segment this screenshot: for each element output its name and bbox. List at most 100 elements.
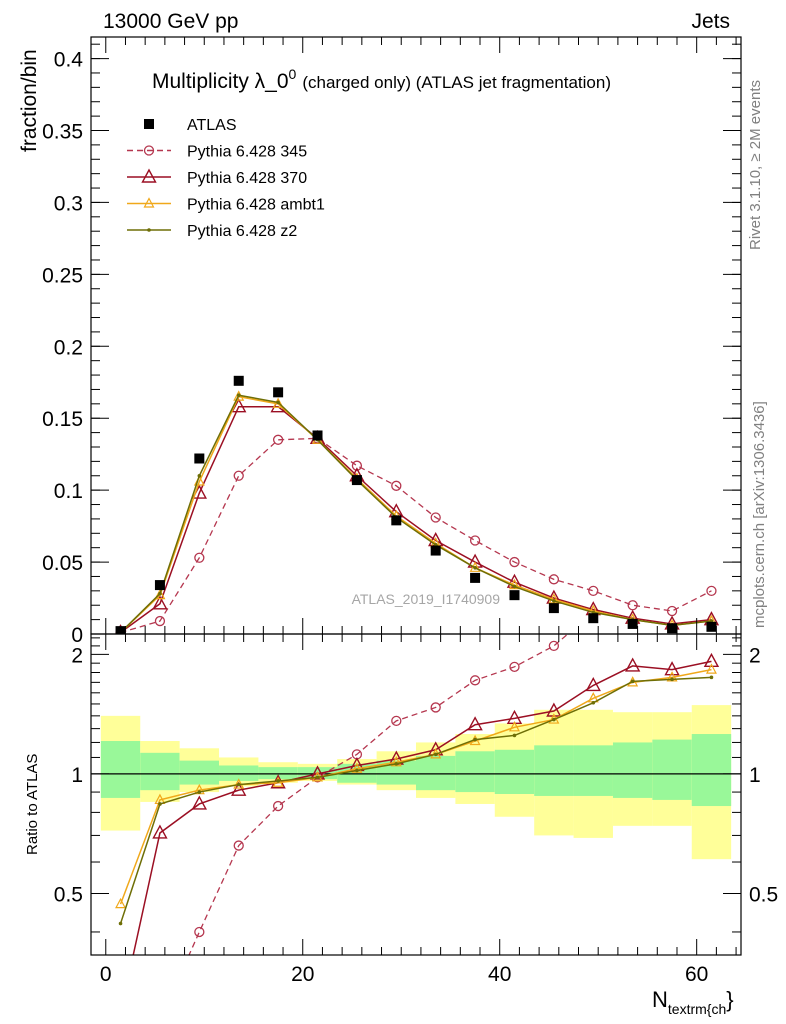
ratio-series-z2 — [118, 675, 714, 926]
data-point-p370 — [231, 398, 247, 413]
legend-label-ambt1: Pythia 6.428 ambt1 — [187, 197, 325, 214]
inner-band-bin — [219, 765, 259, 781]
data-point-z2 — [236, 393, 241, 398]
ratio-y-tick-label: 1 — [71, 764, 83, 787]
main-line-z2 — [120, 394, 712, 634]
ratio-point-p370 — [585, 676, 601, 692]
main-y-tick-label: 0.3 — [54, 192, 83, 215]
legend-marker-atlas — [144, 119, 154, 129]
main-y-tick-label: 0.25 — [42, 264, 83, 287]
ratio-y-tick-label-right: 2 — [749, 644, 761, 667]
ratio-point-z2 — [473, 737, 477, 742]
ratio-point-p345 — [155, 1016, 164, 1024]
ratio-point-z2 — [591, 701, 596, 705]
inner-band-bin — [691, 734, 732, 807]
ratio-y-tick-label: 0.5 — [54, 883, 83, 906]
uncertainty-bands — [100, 705, 732, 860]
ratio-point-z2 — [355, 768, 359, 773]
legend-entry-z2: Pythia 6.428 z2 — [127, 223, 297, 240]
ratio-series-group — [115, 548, 720, 1024]
data-point-p345 — [194, 552, 205, 563]
ratio-point-p370 — [664, 661, 680, 676]
inner-band-bin — [612, 742, 653, 798]
y-axis-label-main: fraction/bin — [18, 49, 41, 152]
data-point-atlas — [667, 623, 678, 634]
ratio-point-p345 — [194, 926, 205, 938]
legend-marker-ambt1 — [143, 197, 155, 208]
inner-band-bin — [416, 755, 456, 791]
legend-label-p345: Pythia 6.428 345 — [187, 144, 307, 161]
ratio-panel-frame — [90, 633, 742, 956]
category-label: Jets — [691, 10, 730, 33]
data-point-p345 — [588, 585, 599, 596]
legend-marker-z2 — [147, 228, 151, 232]
ratio-y-tick-label-right: 0.5 — [749, 883, 778, 906]
ratio-point-p345 — [469, 675, 481, 686]
ratio-point-ambt1 — [351, 762, 363, 773]
ratio-line-z2 — [119, 676, 712, 924]
ratio-y-tick-label-right: 1 — [749, 764, 761, 787]
data-point-p345 — [548, 574, 560, 585]
data-point-ambt1 — [154, 588, 166, 600]
chart-title: Multiplicity λ_00 (charged only) (ATLAS j… — [152, 66, 611, 93]
data-point-p345 — [509, 556, 520, 568]
data-point-atlas — [706, 621, 717, 632]
main-line-p370 — [120, 405, 712, 634]
chart-title-superscript: 0 — [289, 66, 297, 82]
ratio-point-p345 — [391, 715, 402, 726]
data-point-ambt1 — [272, 397, 284, 408]
data-point-atlas — [194, 453, 205, 464]
main-series-group — [115, 375, 720, 634]
data-point-atlas — [430, 545, 441, 556]
ratio-point-ambt1 — [390, 755, 402, 767]
ratio-point-z2 — [158, 802, 162, 806]
main-series-atlas — [115, 375, 717, 634]
data-point-atlas — [470, 572, 481, 583]
x-tick-label: 20 — [291, 963, 314, 986]
ratio-point-ambt1 — [272, 776, 284, 787]
ratio-point-ambt1 — [705, 663, 717, 674]
ratio-point-p370 — [467, 716, 483, 731]
ratio-point-z2 — [315, 775, 320, 780]
main-y-tick-label: 0.05 — [42, 552, 83, 575]
main-y-tick-label: 0.4 — [54, 49, 84, 72]
y-axis-label-ratio: Ratio to ATLAS — [24, 754, 41, 855]
main-y-tick-label: 0 — [71, 624, 83, 647]
ratio-point-p345 — [548, 640, 560, 652]
data-point-atlas — [627, 618, 638, 629]
data-point-p345 — [469, 535, 481, 546]
data-point-atlas — [548, 603, 559, 614]
data-point-atlas — [273, 387, 284, 398]
rivet-version-label: Rivet 3.1.10, ≥ 2M events — [747, 80, 764, 250]
data-point-z2 — [512, 584, 517, 589]
x-axis-label-brace: } — [726, 987, 733, 1012]
data-point-atlas — [154, 580, 165, 591]
ratio-line-p345 — [188, 634, 569, 955]
data-point-atlas — [391, 515, 402, 526]
data-point-p345 — [154, 615, 166, 627]
ratio-point-ambt1 — [115, 897, 127, 909]
inner-band-bin — [140, 752, 180, 791]
data-point-ambt1 — [548, 593, 560, 604]
data-point-z2 — [197, 473, 202, 478]
ratio-line-p370 — [132, 660, 712, 955]
legend-label-p370: Pythia 6.428 370 — [187, 170, 307, 187]
x-tick-label: 40 — [488, 963, 511, 986]
chart-title-main: Multiplicity λ_0 — [152, 70, 289, 93]
legend-marker-p345 — [143, 145, 155, 156]
ratio-point-z2 — [709, 675, 714, 680]
legend: ATLAS Pythia 6.428 345 Pythia 6.428 370 Pyt… — [127, 117, 325, 240]
energy-label: 13000 GeV pp — [103, 10, 238, 33]
ratio-point-p345 — [233, 840, 244, 851]
ratio-point-p370 — [191, 795, 208, 810]
main-y-tick-label: 0.15 — [42, 408, 83, 431]
ratio-point-p370 — [546, 702, 562, 717]
ratio-point-p345 — [668, 548, 677, 557]
ratio-series-p370 — [132, 652, 720, 955]
inner-band-bin — [179, 760, 220, 785]
legend-label-z2: Pythia 6.428 z2 — [187, 223, 297, 240]
data-point-p345 — [706, 585, 717, 596]
legend-entry-p370: Pythia 6.428 370 — [127, 168, 307, 187]
data-point-atlas — [351, 475, 362, 486]
ratio-point-p345 — [430, 702, 441, 713]
